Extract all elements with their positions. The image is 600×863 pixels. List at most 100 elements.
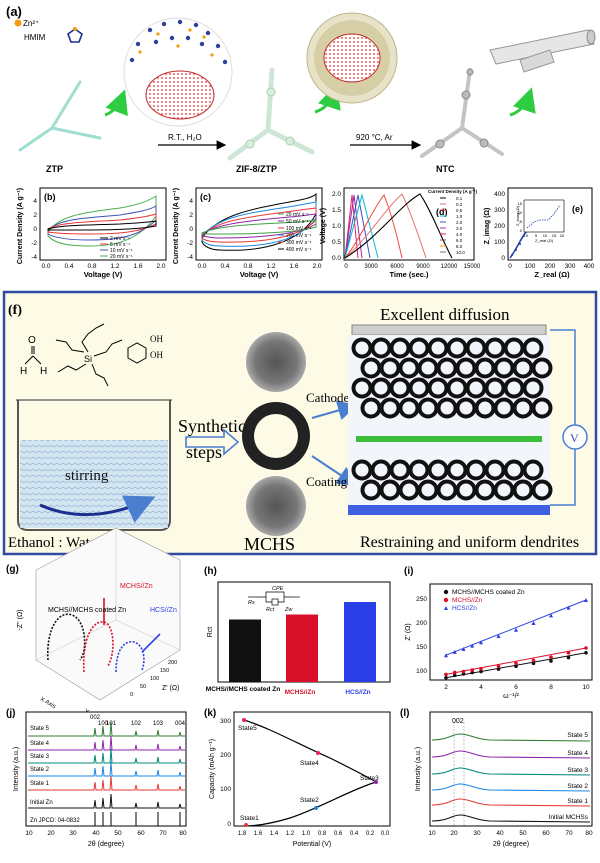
coating-sphere — [522, 459, 544, 481]
c-xlabel: Voltage (V) — [240, 270, 279, 279]
i-xtick: 4 — [479, 684, 483, 691]
legend-i: MCHS//MCHS coated Zn MCHS//Zn HCS//Zn — [443, 589, 525, 612]
b-xtick: 0.4 — [64, 263, 73, 270]
panel-k: (k) State5 State4 State3 State2 State1 1… — [204, 708, 391, 848]
cv-b-2mv — [47, 220, 157, 231]
e-xtick: 0 — [508, 263, 512, 270]
legend-c-item: 200 mV s⁻¹ — [286, 233, 312, 239]
j-state: Initial Zn — [30, 800, 53, 806]
b-ytick: 4 — [33, 198, 37, 205]
e-xtick: 400 — [584, 263, 595, 270]
panel-l-letter: (l) — [400, 708, 409, 719]
h-xtick: MCHS//Zn — [285, 689, 316, 696]
zn-label: Zn²⁺ — [23, 19, 39, 28]
j-plot — [28, 721, 185, 826]
l-state: State 1 — [567, 798, 588, 805]
panel-j-frame — [25, 711, 187, 827]
c-ylabel: Current Density (A g⁻¹) — [173, 188, 180, 264]
l-xlabel: 2θ (degree) — [493, 841, 529, 848]
legend-d-item: 1.0 — [456, 214, 463, 219]
b-xtick: 1.2 — [110, 263, 119, 270]
panel-k-frame — [233, 711, 391, 827]
e-xtick: 100 — [525, 263, 536, 270]
l-xtick: 70 — [565, 830, 573, 837]
j-state: State 3 — [30, 754, 50, 760]
i-point — [452, 670, 457, 675]
legend-c-item: 20 mV s⁻¹ — [286, 212, 309, 218]
i-point — [452, 673, 457, 678]
k-xtick: 1.0 — [302, 831, 311, 837]
panel-k-letter: (k) — [204, 708, 216, 719]
k-xlabel: Potential (V) — [293, 841, 332, 848]
restraining-label: Restraining and uniform dendrites — [360, 534, 579, 551]
k-state-dot — [374, 780, 378, 784]
i-point — [444, 672, 448, 677]
d-xtick: 0 — [344, 264, 348, 270]
e-inset-ytick: 5 — [520, 219, 523, 224]
b-ytick: -2 — [31, 240, 37, 247]
i-point — [479, 640, 483, 645]
panel-a: (a) Zn²⁺ HMIM R.T., H₂O — [6, 4, 596, 174]
l-pattern — [431, 814, 591, 823]
k-xtick: 0.0 — [381, 831, 390, 837]
cv-c-100 — [201, 213, 317, 239]
i-xtick: 8 — [549, 684, 553, 691]
mol-si: Si — [84, 354, 92, 364]
i-plot — [444, 598, 588, 680]
legend-b: 2 mV s⁻¹ 5 mV s⁻¹ 10 mV s⁻¹ 20 mV s⁻¹ — [100, 236, 133, 260]
g-label-black: MCHS//MCHS coated Zn — [48, 607, 126, 614]
ztp-label: ZTP — [46, 164, 63, 174]
d-xtick: 6000 — [390, 264, 404, 270]
tem-sphere-bottom — [246, 476, 306, 536]
h-ylabel: Rct — [207, 627, 214, 638]
panel-c: (c) 20 mV s⁻¹ 50 mV s⁻¹ 100 mV s⁻¹ 200 m… — [173, 187, 323, 279]
l-pattern — [431, 750, 591, 759]
c-xtick: 1.2 — [266, 263, 275, 270]
j-peak: 103 — [153, 721, 164, 727]
resorcinol-molecule: OH OH — [127, 334, 163, 364]
i-xtick: 6 — [514, 684, 518, 691]
i-point — [444, 675, 448, 680]
j-xlabel: 2θ (degree) — [88, 841, 124, 848]
h-bars — [229, 602, 376, 682]
mol-h2: H — [40, 366, 47, 377]
l-xtick: 40 — [496, 830, 504, 837]
h-xtick: MCHS//MCHS coated Zn — [206, 686, 280, 693]
panel-d: (d) Current Density (A g⁻¹) 0.1 0.2 0.5 … — [320, 187, 481, 279]
tem-sphere-top — [246, 332, 306, 392]
j-xtick: 30 — [69, 830, 77, 837]
cathode-label: Cathode — [306, 390, 350, 405]
j-xtick: 40 — [92, 830, 100, 837]
legend-i-item: MCHS//MCHS coated Zn — [452, 589, 525, 596]
j-xtick: 50 — [114, 830, 122, 837]
k-xtick: 0.6 — [334, 831, 343, 837]
l-pattern — [431, 798, 591, 807]
coating-arrow — [311, 455, 358, 487]
i-point — [584, 651, 588, 655]
arrow-ar-label: 920 °C, Ar — [356, 133, 393, 142]
e-ylabel: Z_imag (Ω) — [484, 208, 491, 245]
j-xtick: 70 — [159, 830, 167, 837]
l-peak: 002 — [452, 718, 464, 725]
e-xlabel: Z_real (Ω) — [534, 270, 570, 279]
l-plot — [431, 733, 591, 823]
i-point — [496, 667, 501, 671]
legend-d-item: 0.2 — [456, 202, 463, 207]
k-xtick: 0.2 — [366, 831, 375, 837]
j-peak: 102 — [131, 721, 142, 727]
k-state: State4 — [300, 760, 319, 767]
b-ylabel: Current Density (A g⁻¹) — [17, 188, 24, 264]
e-ytick: 100 — [494, 239, 505, 246]
k-xtick: 1.2 — [286, 831, 295, 837]
e-inset-xtick: 5 — [535, 233, 538, 238]
separator — [356, 436, 542, 442]
legend-c-item: 100 mV s⁻¹ — [286, 226, 312, 232]
l-xtick: 30 — [473, 830, 481, 837]
j-xtick: 80 — [179, 830, 187, 837]
d-ytick: 1.5 — [332, 207, 341, 214]
zif-label: ZIF-8/ZTP — [236, 164, 277, 174]
panel-g: (g) MCHS//MCHS coated Zn MCHS//Zn HCS//Z… — [6, 527, 181, 722]
legend-c: 20 mV s⁻¹ 50 mV s⁻¹ 100 mV s⁻¹ 200 mV s⁻… — [278, 212, 312, 253]
k-ytick: 200 — [220, 752, 231, 759]
steps-label: steps — [186, 442, 222, 462]
